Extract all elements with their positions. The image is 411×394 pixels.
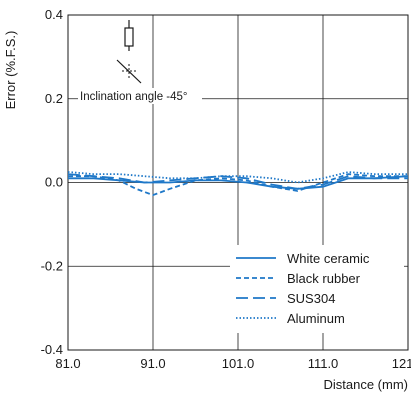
legend-label: White ceramic [287, 251, 370, 266]
x-tick-label: 81.0 [55, 356, 80, 371]
y-tick-label: 0.0 [45, 175, 63, 190]
legend: White ceramic Black rubber SUS304 Aluminum [230, 245, 404, 333]
legend-label: SUS304 [287, 291, 335, 306]
x-tick-label: 101.0 [222, 356, 255, 371]
x-tick-label: 111.0 [308, 356, 339, 371]
y-tick-label: -0.2 [41, 258, 63, 273]
x-axis-title: Distance (mm) [323, 377, 408, 392]
series-line-sus304 [67, 173, 408, 190]
series-line-white-ceramic [68, 175, 409, 190]
annotation-background [78, 88, 202, 104]
y-axis-title: Error (%.F.S.) [3, 31, 18, 110]
sensor-icon [124, 20, 134, 51]
series-layer [67, 171, 409, 197]
series-line-black-rubber [68, 173, 408, 197]
x-tick-label: 121.0 [392, 356, 411, 371]
legend-label: Aluminum [287, 311, 345, 326]
y-tick-label: 0.4 [45, 7, 63, 22]
y-tick-labels: -0.4 -0.2 0.0 0.2 0.4 [41, 7, 63, 357]
inclined-target-icon [116, 59, 142, 84]
x-tick-label: 91.0 [140, 356, 165, 371]
x-tick-labels: 81.0 91.0 101.0 111.0 121.0 [55, 356, 411, 371]
y-tick-label: 0.2 [45, 91, 63, 106]
legend-label: Black rubber [287, 271, 361, 286]
y-tick-label: -0.4 [41, 342, 63, 357]
annotation-text: Inclination angle -45° [80, 91, 188, 103]
legend-background [230, 245, 404, 333]
